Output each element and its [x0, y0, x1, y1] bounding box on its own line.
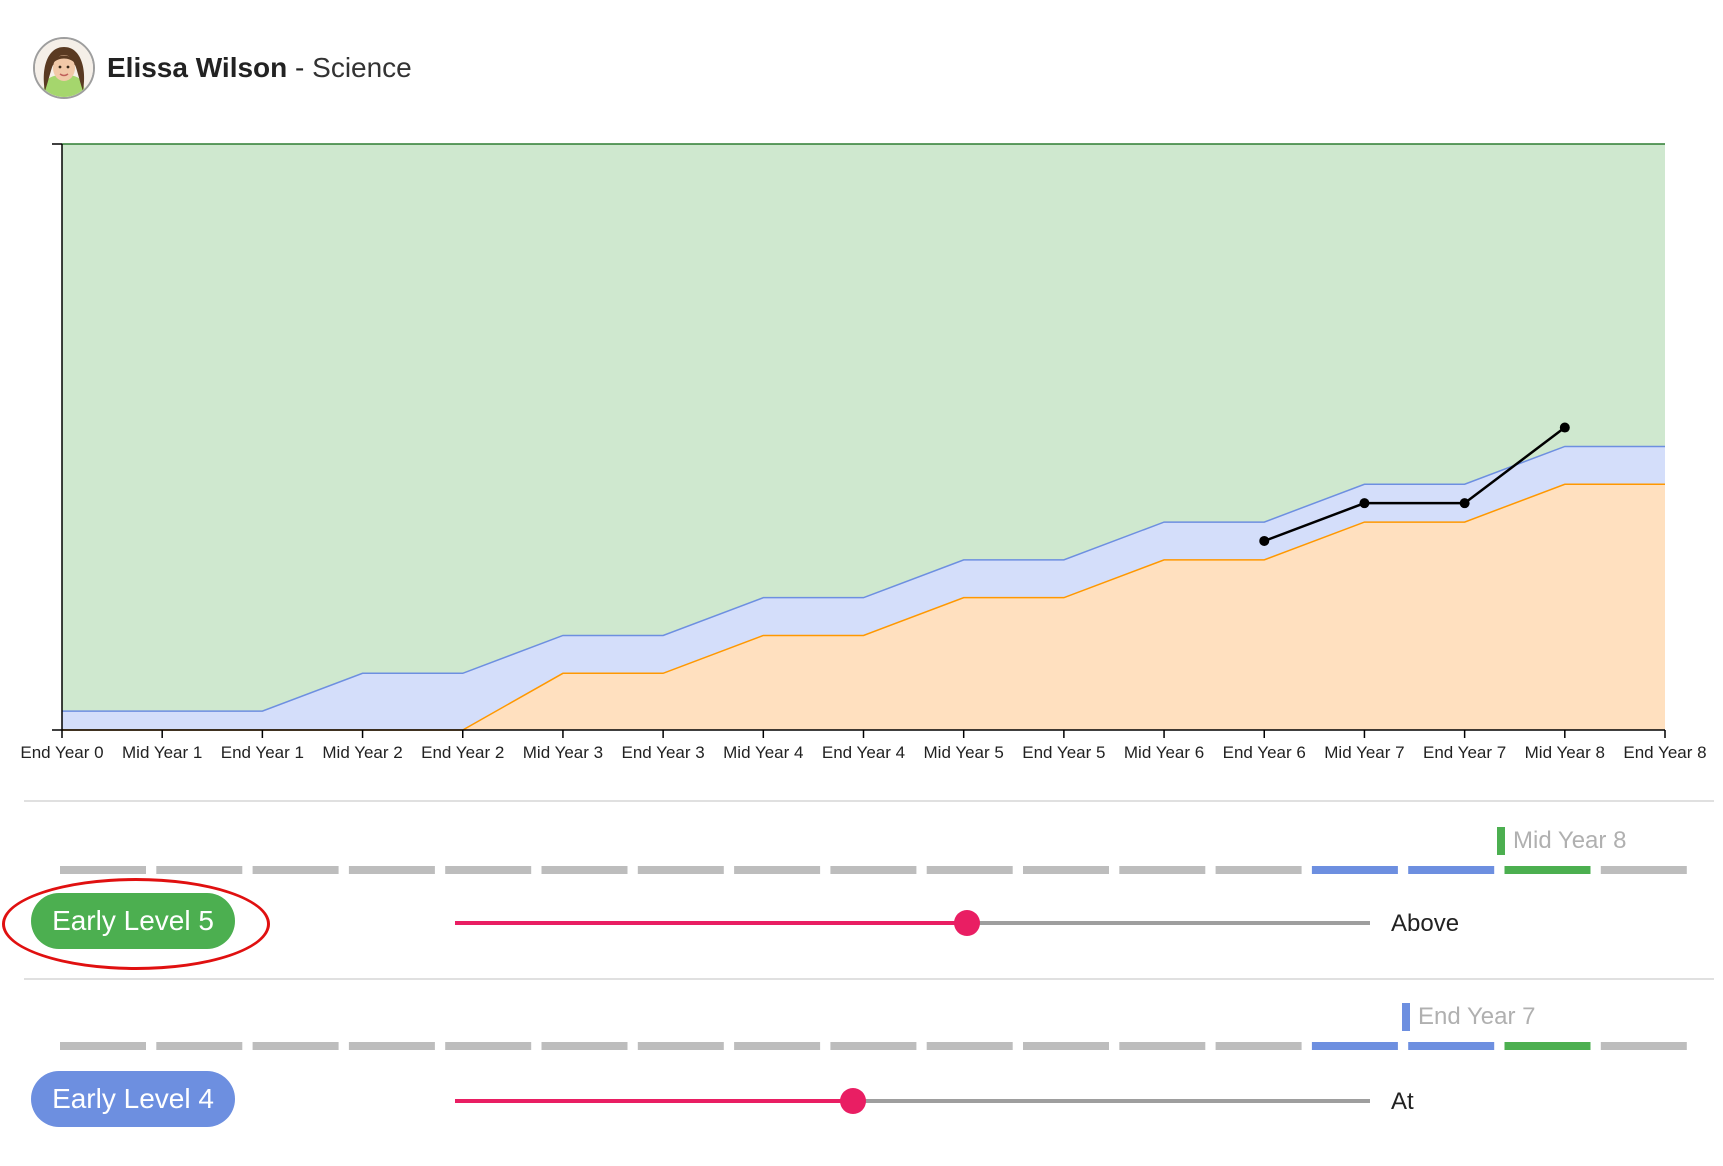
timeline-dash — [1408, 866, 1495, 874]
timeline-dash — [1023, 866, 1109, 874]
timeline-dash — [348, 866, 435, 874]
level-row: Mid Year 8 Early Level 5 Above — [0, 820, 1723, 990]
status-text: Above — [1391, 910, 1460, 937]
x-tick-label: Mid Year 4 — [723, 743, 803, 762]
student-point — [1359, 498, 1370, 509]
slider-fill — [455, 1099, 854, 1103]
timeline-dash — [1119, 1042, 1206, 1050]
marker-tick — [1497, 827, 1505, 855]
highlight-ring — [2, 878, 270, 970]
timeline-dash — [445, 866, 532, 874]
timeline-dash — [830, 1042, 917, 1050]
area-above — [62, 144, 1665, 712]
timeline-dash — [1215, 1042, 1302, 1050]
slider-thumb[interactable] — [954, 910, 981, 936]
timeline-dash — [1119, 866, 1206, 874]
divider — [24, 978, 1714, 980]
student-point — [1259, 535, 1270, 546]
line-at — [62, 445, 1665, 712]
timeline-dash — [156, 866, 243, 874]
timeline-dash — [830, 866, 917, 874]
avatar-image — [35, 39, 93, 97]
student-point — [1559, 422, 1570, 433]
subject-name: Science — [312, 52, 412, 83]
x-tick-label: Mid Year 1 — [122, 743, 202, 762]
timeline-dash — [60, 866, 146, 874]
x-tick-label: Mid Year 5 — [924, 743, 1004, 762]
timeline-dash — [926, 1042, 1013, 1050]
x-tick-label: End Year 4 — [822, 743, 905, 762]
level-pill[interactable]: Early Level 4 — [31, 1071, 235, 1127]
timeline-dash — [1023, 1042, 1109, 1050]
x-tick-label: End Year 1 — [221, 743, 304, 762]
area-at — [62, 446, 1665, 730]
x-tick-label: End Year 0 — [20, 743, 103, 762]
timeline-dash — [445, 1042, 532, 1050]
level-pill[interactable]: Early Level 5 — [31, 893, 235, 949]
x-tick-label: End Year 6 — [1223, 743, 1306, 762]
x-tick-label: End Year 3 — [622, 743, 705, 762]
timeline-dash — [734, 1042, 821, 1050]
title-separator: - — [287, 52, 313, 83]
avatar[interactable] — [33, 37, 95, 99]
timeline-dash — [1504, 1042, 1591, 1050]
timeline-dash — [1504, 866, 1591, 874]
marker-label: Mid Year 8 — [1513, 827, 1627, 854]
timeline-dash — [541, 866, 628, 874]
timeline-dash — [156, 1042, 243, 1050]
marker-label: End Year 7 — [1418, 1003, 1536, 1030]
timeline-marker: Mid Year 8 — [1497, 827, 1627, 855]
x-tick-label: Mid Year 7 — [1324, 743, 1404, 762]
divider — [24, 800, 1714, 802]
timeline-dash — [637, 866, 724, 874]
timeline-dash — [734, 866, 821, 874]
timeline-dashes — [60, 866, 1687, 874]
timeline-dash — [541, 1042, 628, 1050]
x-tick-label: End Year 8 — [1623, 743, 1706, 762]
x-tick-label: End Year 7 — [1423, 743, 1506, 762]
timeline-dash — [1408, 1042, 1495, 1050]
slider-thumb[interactable] — [840, 1088, 867, 1114]
slider-track[interactable] — [455, 1099, 1370, 1103]
timeline-dashes — [60, 1042, 1687, 1050]
level-row: End Year 7 Early Level 4 At — [0, 996, 1723, 1166]
student-line — [1263, 426, 1566, 543]
x-tick-label: End Year 5 — [1022, 743, 1105, 762]
x-tick-label: Mid Year 2 — [322, 743, 402, 762]
timeline-dash — [252, 1042, 339, 1050]
timeline-marker: End Year 7 — [1402, 1003, 1536, 1031]
timeline-dash — [348, 1042, 435, 1050]
timeline-dash — [1215, 866, 1302, 874]
student-name: Elissa Wilson — [107, 52, 288, 83]
marker-tick — [1402, 1003, 1410, 1031]
status-text: At — [1391, 1088, 1414, 1115]
timeline-dash — [1311, 1042, 1398, 1050]
area-below — [62, 484, 1665, 730]
x-tick-label: Mid Year 3 — [523, 743, 603, 762]
student-point — [1459, 498, 1470, 509]
timeline-dash — [1311, 866, 1398, 874]
progress-chart: End Year 0 Mid Year 1 End Year 1 Mid Year 2… — [20, 143, 1707, 762]
slider-fill — [455, 921, 968, 925]
timeline-dash — [1600, 866, 1687, 874]
timeline-dash — [926, 866, 1013, 874]
x-tick-label: Mid Year 8 — [1525, 743, 1605, 762]
timeline-dash — [60, 1042, 146, 1050]
timeline-dash — [252, 866, 339, 874]
x-tick-label: Mid Year 6 — [1124, 743, 1204, 762]
timeline-dash — [637, 1042, 724, 1050]
x-tick-label: End Year 2 — [421, 743, 504, 762]
student-header: Elissa Wilson - Science — [33, 35, 412, 101]
timeline-dash — [1600, 1042, 1687, 1050]
header-title: Elissa Wilson - Science — [107, 52, 412, 84]
